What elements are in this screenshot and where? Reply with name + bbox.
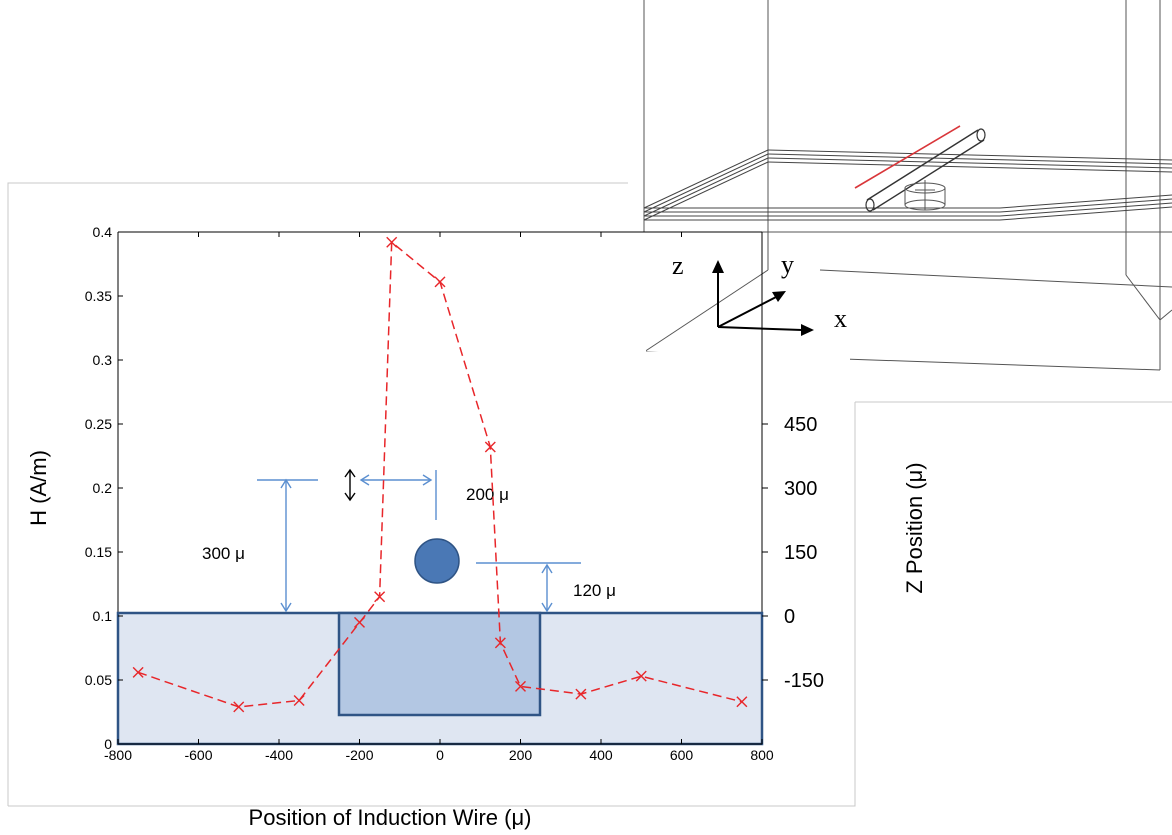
wire-cross-section-circle [414, 538, 460, 584]
x-tick-label: -800 [104, 747, 132, 763]
inset-sample-disc [904, 180, 946, 211]
chart-panel-border-left-top [7, 182, 628, 806]
y-tick-label: 0.4 [93, 224, 113, 240]
series-point-marker [374, 591, 386, 603]
series-point-marker [386, 236, 398, 248]
y-tick-label: 0.15 [85, 544, 112, 560]
z-tick-label: -150 [784, 670, 824, 692]
x-tick-label: 200 [509, 747, 533, 763]
series-point-marker [354, 616, 365, 628]
series-point-marker [293, 694, 305, 706]
z-tick-label: 300 [784, 478, 817, 500]
x-axis-title: Position of Induction Wire (μ) [249, 805, 532, 830]
y-axis-title: H (A/m) [26, 450, 51, 526]
axis-z-label: z [672, 251, 684, 280]
series-point-marker [434, 276, 446, 288]
x-tick-label: -400 [265, 747, 293, 763]
series-line [137, 240, 743, 708]
y-axis-ticks: 0 0.05 0.1 0.15 0.2 0.25 0.3 0.35 0.4 [85, 224, 123, 752]
z-tick-label: 0 [784, 606, 795, 628]
z-axis-ticks: 450 300 150 0 -150 [762, 414, 824, 692]
y-tick-label: 0 [104, 736, 112, 752]
series-layer [132, 236, 748, 713]
dim-200-label: 200 μ [466, 485, 509, 504]
series-point-marker [132, 666, 144, 678]
x-tick-label: 400 [589, 747, 613, 763]
series-point-marker [515, 680, 526, 692]
dim-300-label: 300 μ [202, 544, 245, 563]
axis-x-label: x [834, 304, 847, 333]
3d-inset-panel: z y x [628, 0, 1172, 371]
series-point-marker [233, 701, 245, 713]
axis-y-label: y [781, 250, 794, 279]
z-tick-label: 150 [784, 542, 817, 564]
chart-panel-border-bottom-right [8, 402, 856, 807]
x-axis-ticks: -800 -600 -400 -200 0 200 400 600 800 [104, 232, 774, 763]
z-axis-title: Z Position (μ) [902, 462, 927, 593]
x-tick-label: 600 [670, 747, 694, 763]
x-tick-label: -200 [345, 747, 373, 763]
series-point-marker [494, 637, 506, 649]
y-tick-label: 0.1 [93, 608, 113, 624]
y-tick-label: 0.05 [85, 672, 112, 688]
y-tick-label: 0.3 [93, 352, 113, 368]
y-tick-label: 0.25 [85, 416, 112, 432]
inset-coordinate-axes: z y x [672, 250, 847, 336]
x-tick-label: -600 [184, 747, 212, 763]
series-point-marker [484, 441, 496, 453]
sample-box [337, 611, 542, 717]
inset-red-line [854, 125, 961, 189]
series-point-marker [575, 688, 587, 700]
x-tick-label: 800 [750, 747, 774, 763]
y-tick-label: 0.35 [85, 288, 112, 304]
dim-120-label: 120 μ [573, 581, 616, 600]
series-point-marker [635, 670, 647, 682]
dimension-lines [257, 470, 581, 613]
inset-wire-cylinder [854, 125, 986, 212]
y-tick-label: 0.2 [93, 480, 113, 496]
x-tick-label: 0 [436, 747, 444, 763]
z-tick-label: 450 [784, 414, 817, 436]
series-point-marker [736, 696, 748, 708]
vertical-gap-arrow [344, 468, 356, 502]
